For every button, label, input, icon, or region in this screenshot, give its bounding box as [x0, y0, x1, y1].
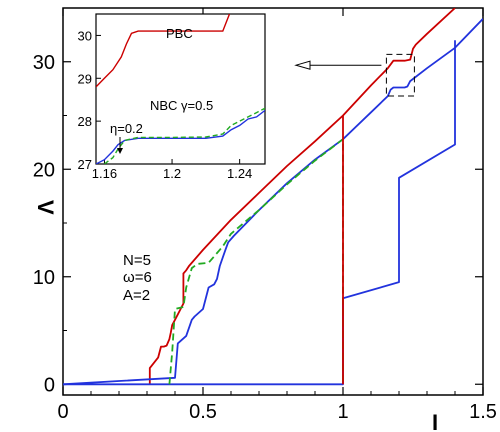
eta-arrow-head: [117, 148, 123, 154]
inset-x-tick-label: 1.24: [227, 166, 252, 181]
y-tick-label: 20: [33, 159, 55, 181]
inset-y-tick-label: 29: [78, 71, 92, 86]
y-axis-title: V: [33, 200, 58, 215]
series-line-0: [148, 8, 456, 385]
plot-frame: [62, 7, 484, 396]
inset-y-tick-label: 30: [78, 28, 92, 43]
x-tick-label: 1: [337, 401, 348, 423]
inset-y-tick-label: 27: [78, 157, 92, 172]
y-tick-label: 0: [44, 374, 55, 396]
inset-series-line-1: [96, 109, 265, 164]
zoom-box-rect: [385, 53, 415, 97]
inset-y-tick-label: 28: [78, 114, 92, 129]
arrow-head: [294, 60, 311, 70]
series-group: [63, 8, 483, 386]
x-tick-label: 0.5: [189, 401, 217, 423]
annotation-n: N=5: [123, 252, 151, 269]
inset-label-pbc: PBC: [166, 26, 193, 41]
x-axis-title: I: [432, 410, 438, 432]
series-line-1: [63, 18, 483, 386]
y-tick-label: 30: [33, 52, 55, 74]
y-tick-label: 10: [33, 267, 55, 289]
main-plot: 0 0.5 1 1.5 0 10 20 30: [33, 7, 497, 423]
zoom-arrow: [294, 60, 382, 70]
inset-x-tick-label: 1.2: [163, 166, 181, 181]
annotation-group: N=5 ω=6 A=2 I V PBC NBC γ=0.5 η=0.2: [33, 26, 438, 432]
annotation-a: A=2: [123, 287, 150, 304]
inset-series-line-0: [96, 14, 231, 88]
x-tick-label: 1.5: [469, 401, 497, 423]
x-tick-label: 0: [57, 401, 68, 423]
annotation-omega: ω=6: [123, 269, 152, 286]
inset-label-nbc: NBC γ=0.5: [150, 98, 213, 113]
series-line-2: [63, 40, 456, 386]
inset-x-tick-label: 1.16: [92, 166, 117, 181]
inset-label-eta: η=0.2: [110, 121, 143, 136]
inset-plot: 1.16 1.2 1.24 27 28 29 30: [78, 13, 266, 181]
series-line-3: [168, 138, 344, 385]
zoom-region-box: [385, 53, 415, 97]
